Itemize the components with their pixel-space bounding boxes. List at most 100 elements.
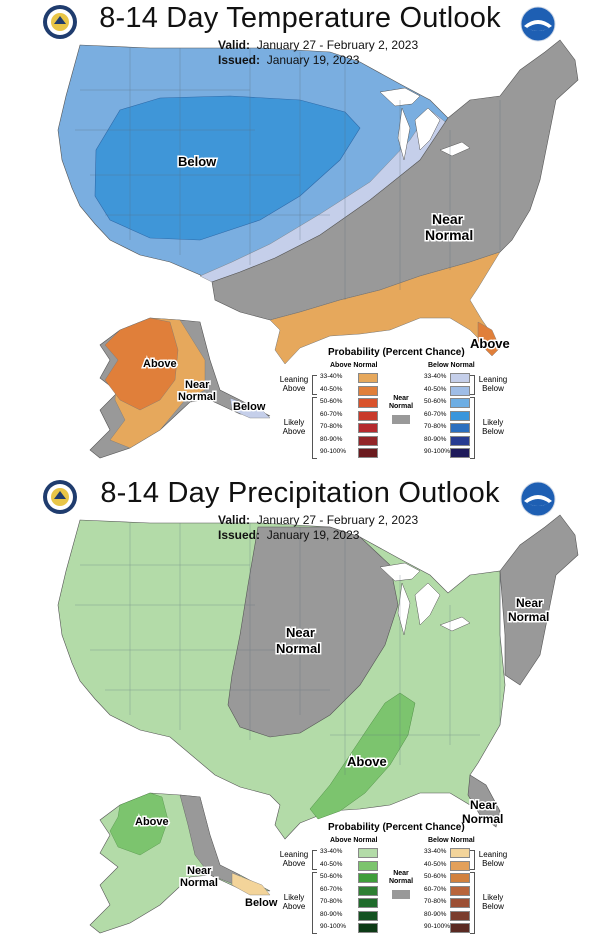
legend-above-swatch — [358, 873, 378, 883]
conus-near-normal-central — [227, 526, 399, 738]
label-below: Below — [178, 154, 217, 169]
temperature-outlook-panel: Below Near Normal Above Above Near Norma… — [0, 0, 600, 474]
conus-near-normal-northeast — [499, 514, 579, 686]
legend-near-swatch — [392, 415, 410, 424]
legend-below-swatch — [450, 848, 470, 858]
legend-near-normal: Near Normal — [388, 395, 414, 410]
legend-likely-above: Likely Above — [282, 893, 306, 911]
ak-label-near-1: Near — [185, 379, 210, 391]
temperature-legend: Probability (Percent Chance) Above Norma… — [278, 345, 508, 470]
legend-above-swatch — [358, 410, 378, 421]
legend-bin-label: 70-80% — [424, 898, 447, 905]
legend-brace — [470, 850, 475, 870]
legend-bin-label: 80-90% — [320, 910, 343, 918]
alaska-above-likely — [109, 792, 169, 856]
commerce-seal-icon — [43, 480, 77, 514]
legend-below-swatch — [450, 873, 470, 883]
legend-bin-label: 40-50% — [320, 860, 343, 868]
issued-label: Issued: — [218, 528, 261, 542]
legend-below-swatch — [450, 435, 470, 446]
legend-above-swatch — [358, 398, 378, 408]
alaska-above-likely — [104, 317, 179, 411]
ak-label-above: Above — [135, 816, 169, 828]
commerce-seal-icon — [43, 5, 77, 39]
conus-near-normal-florida — [467, 774, 501, 828]
legend-below-swatch — [450, 448, 470, 458]
noaa-logo-icon — [520, 6, 556, 42]
legend-bin-label: 90-100% — [320, 448, 347, 455]
legend-above-swatch — [358, 923, 378, 933]
label-above: Above — [347, 754, 387, 769]
legend-above-swatch — [358, 448, 378, 458]
legend-below-swatch — [450, 910, 470, 921]
legend-above-swatch — [358, 385, 378, 396]
ak-label-below: Below — [245, 897, 278, 909]
label-near-2: Normal — [425, 227, 473, 243]
legend-bin-label: 50-60% — [424, 398, 447, 405]
alaska-panhandle-below — [231, 872, 271, 896]
temperature-map: Below Near Normal Above Above Near Norma… — [57, 39, 579, 459]
legend-title: Probability (Percent Chance) — [328, 822, 465, 833]
legend-likely-below: Likely Below — [482, 893, 504, 911]
label-near-ne-2: Normal — [508, 610, 549, 624]
label-above: Above — [470, 336, 510, 351]
legend-below-swatch — [450, 410, 470, 421]
legend-near-swatch — [392, 890, 410, 899]
legend-below-swatch — [450, 423, 470, 433]
ak-label-above: Above — [143, 358, 177, 370]
legend-above-swatch — [358, 860, 378, 871]
valid-value: January 27 - February 2, 2023 — [256, 38, 419, 52]
alaska-shape — [89, 792, 271, 934]
legend-brace — [312, 375, 317, 395]
legend-likely-above: Likely Above — [282, 418, 306, 436]
legend-leaning-above: Leaning Above — [279, 850, 309, 868]
ak-label-near-1: Near — [187, 865, 212, 877]
legend-brace — [470, 872, 475, 934]
ak-label-near-2: Normal — [178, 391, 216, 403]
legend-bin-label: 60-70% — [424, 410, 447, 418]
noaa-logo-icon — [520, 481, 556, 517]
issued-value: January 19, 2023 — [266, 53, 360, 67]
legend-bin-label: 60-70% — [320, 410, 343, 418]
legend-bin-label: 33-40% — [424, 848, 447, 855]
legend-above-swatch — [358, 435, 378, 446]
legend-bin-label: 90-100% — [320, 923, 347, 930]
legend-bin-label: 60-70% — [320, 885, 343, 893]
legend-above-swatch — [358, 898, 378, 908]
legend-below-swatch — [450, 385, 470, 396]
legend-below-swatch — [450, 860, 470, 871]
issued-date: Issued: January 19, 2023 — [218, 528, 359, 542]
legend-brace — [470, 397, 475, 459]
legend-likely-below: Likely Below — [482, 418, 504, 436]
legend-below-swatch — [450, 398, 470, 408]
issued-value: January 19, 2023 — [266, 528, 360, 542]
legend-leaning-above: Leaning Above — [279, 375, 309, 393]
legend-above-swatch — [358, 885, 378, 896]
label-near-ne-1: Near — [516, 596, 543, 610]
legend-bin-label: 90-100% — [424, 448, 451, 455]
legend-bin-label: 50-60% — [320, 873, 343, 880]
valid-dates: Valid: January 27 - February 2, 2023 — [218, 513, 418, 527]
legend-near-normal: Near Normal — [388, 870, 414, 885]
legend-bin-label: 50-60% — [424, 873, 447, 880]
great-lakes — [379, 87, 471, 161]
label-near-1: Near — [432, 211, 464, 227]
legend-bin-label: 33-40% — [424, 373, 447, 380]
legend-above-swatch — [358, 423, 378, 433]
valid-label: Valid: — [218, 513, 251, 527]
legend-bin-label: 60-70% — [424, 885, 447, 893]
precipitation-outlook-panel: Near Normal Near Normal Above Near Norma… — [0, 475, 600, 949]
page-title: 8-14 Day Temperature Outlook — [99, 2, 501, 34]
ak-label-below: Below — [233, 401, 266, 413]
precipitation-legend: Probability (Percent Chance) Above Norma… — [278, 820, 508, 945]
legend-leaning-below: Leaning Below — [478, 375, 508, 393]
legend-bin-label: 80-90% — [424, 910, 447, 918]
legend-title: Probability (Percent Chance) — [328, 347, 465, 358]
precipitation-map: Near Normal Near Normal Above Near Norma… — [57, 514, 579, 934]
legend-brace — [470, 375, 475, 395]
legend-bin-label: 70-80% — [424, 423, 447, 430]
legend-leaning-below: Leaning Below — [478, 850, 508, 868]
legend-brace — [312, 872, 317, 934]
state-boundaries — [75, 48, 501, 300]
legend-below-head: Below Normal — [428, 362, 475, 369]
